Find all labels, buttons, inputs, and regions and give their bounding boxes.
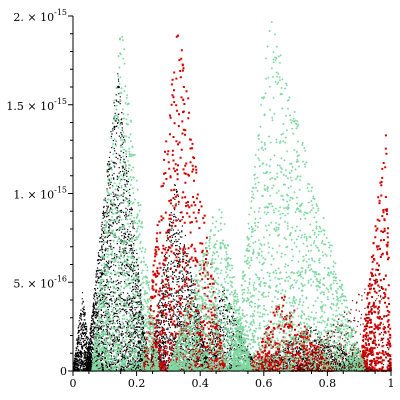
- x-tick-label: 0.2: [128, 377, 146, 390]
- series-0: [72, 73, 376, 372]
- x-tick-label: 0.4: [191, 377, 209, 390]
- x-tick-label: 0.8: [319, 377, 337, 390]
- series-2: [91, 21, 367, 372]
- series-1: [142, 34, 392, 372]
- series-0-points: [72, 73, 376, 372]
- series-3-points: [295, 269, 392, 372]
- x-tick-label: 0: [70, 377, 77, 390]
- y-tick-mantissa: 2. × 10: [13, 11, 54, 24]
- y-tick-mantissa: 1.5 × 10: [6, 100, 54, 113]
- axes: 0 0.2 0.4 0.6 0.8 105. × 10-161. × 10-151.5 ×…: [6, 8, 394, 390]
- x-tick-label: 1: [388, 377, 395, 390]
- y-tick-label: 0: [60, 365, 67, 378]
- y-tick-label: 1. × 10-15: [13, 186, 67, 202]
- y-tick-mantissa: 1. × 10: [13, 189, 54, 202]
- y-tick-label: 2. × 10-15: [13, 8, 67, 24]
- y-tick-exponent: -16: [54, 274, 67, 283]
- y-tick-exponent: -15: [54, 97, 67, 106]
- y-tick-label: 5. × 10-16: [13, 274, 67, 290]
- y-tick-exponent: -15: [54, 186, 67, 195]
- series-1-points: [142, 34, 392, 372]
- series-2-points: [91, 21, 367, 372]
- y-tick-mantissa: 5. × 10: [13, 277, 54, 290]
- x-tick-label: 0.6: [255, 377, 273, 390]
- y-tick-label: 1.5 × 10-15: [6, 97, 67, 113]
- series-3: [295, 269, 392, 372]
- y-tick-exponent: -15: [54, 8, 67, 17]
- data-points: [72, 21, 392, 372]
